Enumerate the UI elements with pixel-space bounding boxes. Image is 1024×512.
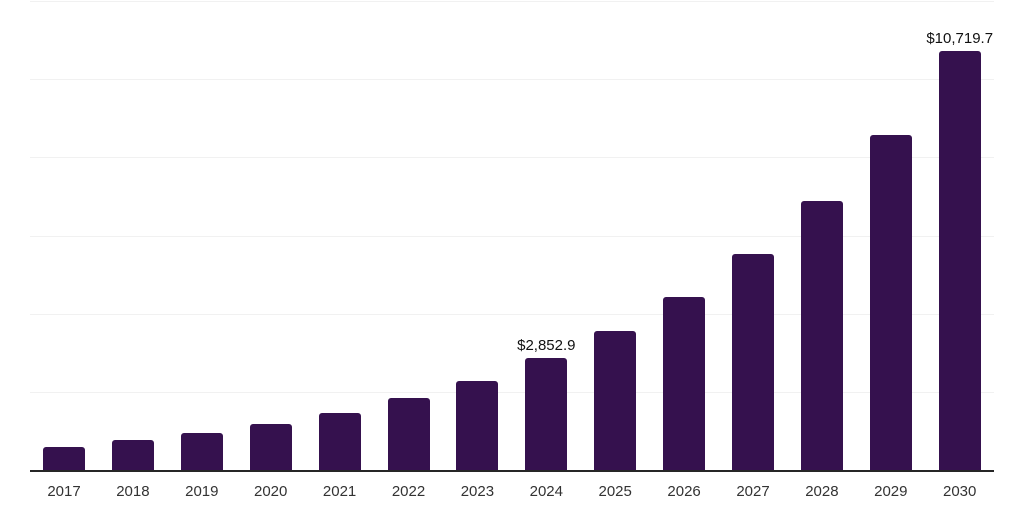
x-tick-label-2018: 2018 [116,483,150,500]
x-axis-line [30,470,994,472]
x-tick-label-2022: 2022 [391,483,426,500]
gridline [30,391,994,393]
x-tick-label-2023: 2023 [460,483,495,500]
gridline [30,1,994,2]
x-tick-label-2024: 2024 [529,483,563,500]
x-tick-label-2019: 2019 [185,483,219,500]
x-tick-label-2030: 2030 [943,483,977,500]
x-tick-label-2025: 2025 [598,483,632,500]
x-tick-label-2021: 2021 [322,483,357,500]
x-tick-label-2020: 2020 [254,483,288,500]
gridline [30,79,994,81]
bar-2017 [43,446,85,470]
gridline [30,313,994,315]
bar-2021 [318,412,361,470]
x-tick-label-2026: 2026 [667,483,701,500]
bar-2029 [869,134,912,470]
x-tick-label-2029: 2029 [874,483,908,500]
bar-2018 [111,440,154,470]
x-tick-label-2017: 2017 [47,483,81,500]
bar-2022 [387,398,430,470]
gridline [30,157,994,159]
bar-2028 [800,200,843,470]
data-label-2030: $10,719.7 [926,30,994,48]
bar-2023 [456,380,499,470]
x-tick-label-2028: 2028 [805,483,839,500]
gridline [30,235,994,237]
bar-2024 [525,358,568,470]
bar-2026 [663,297,706,470]
bar-2025 [594,331,637,470]
data-label-2024: $2,852.9 [517,337,576,355]
x-tick-label-2027: 2027 [736,483,770,500]
bar-2027 [732,254,774,470]
bar-2030 [938,51,981,470]
bar-2019 [180,432,223,470]
bar-2020 [249,423,292,470]
